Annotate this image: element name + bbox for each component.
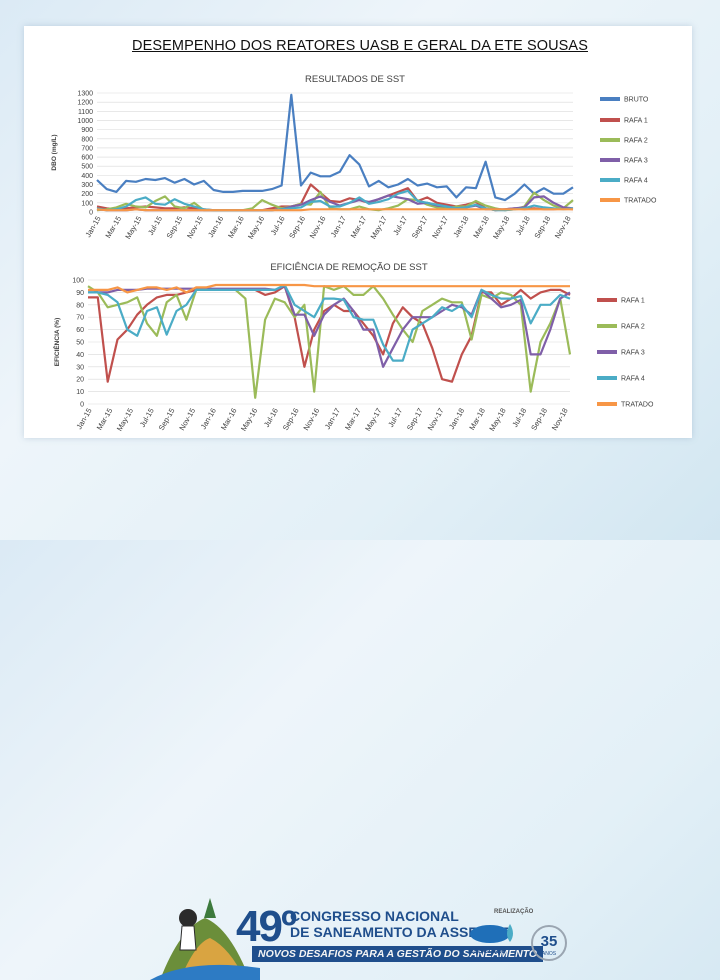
x-tick-label: May-17 [363, 407, 383, 433]
sst-results-chart: RESULTADOS DE SST 0 100 200 300 400 500 600 700 8… [51, 74, 657, 241]
y-tick-label: 60 [76, 327, 84, 334]
x-tick-label: May-15 [115, 407, 135, 433]
x-tick-label: Jul-18 [510, 407, 528, 429]
y-tick-label: 80 [76, 302, 84, 309]
x-tick-label: Jul-15 [138, 407, 156, 429]
x-tick-label: Sep-17 [405, 407, 425, 432]
x-tick-label: Nov-16 [301, 407, 321, 432]
x-tick-label: Jan-16 [199, 407, 218, 431]
series-line-bruto [96, 93, 574, 202]
x-tick-label: Nov-17 [426, 407, 446, 432]
x-tick-label: Mar-17 [343, 407, 363, 432]
congress-number: 49º [236, 902, 297, 951]
legend-label: TRATADO [621, 402, 654, 409]
chart-title: RESULTADOS DE SST [305, 74, 405, 85]
anniversary-logo: 35 ANOS [531, 925, 567, 961]
x-tick-label: Mar-16 [219, 407, 239, 432]
x-tick-label: May-18 [487, 407, 507, 433]
anniversary-number: 35 [541, 933, 558, 950]
legend-label: RAFA 3 [621, 350, 645, 357]
y-tick-label: 200 [81, 191, 93, 198]
anniversary-label: ANOS [542, 951, 557, 957]
x-tick-label: Mar-18 [467, 407, 487, 432]
assemae-label: assemae [468, 945, 506, 955]
y-tick-label: 50 [76, 340, 84, 347]
y-tick-label: 400 [81, 173, 93, 180]
y-tick-label: 1100 [78, 109, 93, 116]
sst-efficiency-chart: EFICIÊNCIA DE REMOÇÃO DE SST 0 10 20 30 40 50 6… [52, 262, 654, 433]
x-tick-label: Jul-17 [386, 407, 404, 429]
y-tick-label: 30 [76, 364, 84, 371]
x-tick-label: May-16 [239, 407, 259, 433]
x-tick-label: Sep-18 [529, 407, 549, 432]
y-axis-label: EFICIÊNCIA (%) [52, 318, 61, 367]
y-tick-label: 1000 [77, 118, 93, 125]
chart-title: EFICIÊNCIA DE REMOÇÃO DE SST [270, 262, 427, 273]
x-tick-label: Sep-16 [281, 407, 301, 432]
legend-label: TRATADO [624, 198, 657, 205]
legend-label: RAFA 2 [624, 138, 648, 145]
x-tick-label: Nov-15 [177, 407, 197, 432]
y-tick-label: 1200 [77, 100, 93, 107]
y-tick-label: 40 [76, 352, 84, 359]
y-tick-label: 90 [76, 290, 84, 297]
legend-label: RAFA 2 [621, 324, 645, 331]
assemae-logo: assemae [468, 924, 513, 955]
y-tick-label: 0 [80, 402, 84, 409]
y-tick-label: 100 [81, 200, 93, 207]
y-tick-label: 1300 [77, 91, 93, 98]
slide-title: DESEMPENHO DOS REATORES UASB E GERAL DA … [132, 38, 588, 54]
legend-label: RAFA 1 [621, 298, 645, 305]
y-tick-label: 70 [76, 315, 84, 322]
legend-label: RAFA 4 [621, 376, 645, 383]
y-tick-label: 900 [81, 127, 93, 134]
y-tick-label: 800 [81, 136, 93, 143]
series-line-tratado [88, 283, 570, 294]
x-tick-label: Sep-15 [157, 407, 177, 432]
series-line-tratado [96, 208, 573, 212]
y-tick-label: 300 [81, 182, 93, 189]
x-tick-label: Mar-15 [95, 407, 115, 432]
x-tick-label: Jul-16 [262, 407, 280, 429]
x-tick-label: Jan-18 [447, 407, 466, 431]
y-tick-label: 500 [81, 164, 93, 171]
series-line-rafa-1 [88, 285, 571, 383]
y-tick-label: 100 [72, 278, 84, 285]
x-tick-label: Jan-15 [74, 407, 93, 431]
footer-banner: 49º CONGRESSO NACIONAL DE SANEAMENTO DA … [0, 440, 720, 980]
y-tick-label: 700 [81, 145, 93, 152]
legend-label: RAFA 3 [624, 158, 648, 165]
y-tick-label: 20 [76, 377, 84, 384]
realizacao-label: REALIZAÇÃO [494, 909, 534, 915]
legend-label: RAFA 4 [624, 178, 648, 185]
y-tick-label: 10 [76, 389, 84, 396]
x-tick-label: Jan-17 [323, 407, 342, 431]
series-line-rafa-4 [88, 283, 571, 362]
y-tick-label: 600 [81, 155, 93, 162]
legend-label: RAFA 1 [624, 118, 648, 125]
y-tick-label: 0 [89, 210, 93, 217]
legend-label: BRUTO [624, 97, 649, 104]
y-axis-label: DBO (mg/L) [51, 134, 58, 170]
x-tick-label: Nov-18 [550, 407, 570, 432]
slide-panel [24, 26, 692, 438]
